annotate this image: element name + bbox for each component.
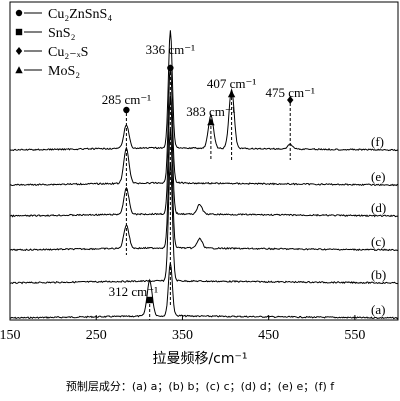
figure-caption: 预制层成分：(a) a；(b) b；(c) c；(d) d；(e) e；(f) … (65, 380, 335, 393)
raman-chart: 285 cm⁻¹ 336 cm⁻¹ 383 cm⁻¹ 407 cm⁻¹ 475 cm⁻¹… (0, 1, 399, 367)
spectrum-line (9, 262, 399, 320)
peak-marker (146, 296, 153, 304)
spectra-group (9, 30, 399, 320)
series-label: (a) (371, 302, 385, 317)
peak-label: 336 cm⁻¹ (146, 42, 195, 57)
peak-label: 475 cm⁻¹ (266, 85, 315, 100)
spectrum-line (9, 30, 399, 152)
series-labels: (a) (b) (c) (d) (e) (f) (371, 134, 386, 317)
legend-label: Cu₂ZnSnS₄ (48, 7, 112, 22)
peak-marker (167, 64, 174, 72)
legend: Cu₂ZnSnS₄ SnS₂ Cu₂₋ₓS MoS₂ (15, 7, 112, 79)
spectrum-line (9, 162, 399, 285)
peak-label: 383 cm⁻¹ (186, 104, 235, 119)
spectrum-line (9, 64, 399, 187)
peak-label: 407 cm⁻¹ (207, 76, 256, 91)
x-tick-label: 350 (172, 328, 193, 343)
peak-marker (287, 96, 294, 104)
x-tick-label: 450 (258, 328, 279, 343)
peak-label: 312 cm⁻¹ (109, 284, 158, 299)
legend-label: SnS₂ (48, 26, 76, 41)
x-tick-label: 250 (86, 328, 107, 343)
peak-marker (227, 90, 236, 98)
legend-marker (15, 9, 23, 17)
peak-guides: 285 cm⁻¹ 336 cm⁻¹ 383 cm⁻¹ 407 cm⁻¹ 475 cm⁻¹… (102, 42, 315, 320)
peak-marker (123, 106, 130, 114)
peak-label: 285 cm⁻¹ (102, 92, 151, 107)
legend-label: MoS₂ (48, 64, 80, 79)
x-tick-label: 150 (0, 328, 21, 343)
x-axis-label: 拉曼频移/cm⁻¹ (152, 351, 247, 367)
series-label: (f) (371, 134, 384, 149)
legend-label: Cu₂₋ₓS (48, 45, 88, 60)
spectrum-line (9, 129, 399, 252)
series-label: (e) (371, 169, 385, 184)
legend-marker (15, 28, 23, 36)
peak-marker (207, 118, 215, 126)
x-tick-label: 550 (344, 328, 365, 343)
series-label: (c) (371, 234, 385, 249)
plot-frame (9, 1, 399, 321)
legend-marker (15, 47, 23, 55)
spectrum-line (9, 95, 399, 218)
series-label: (b) (371, 267, 386, 282)
x-axis: 150 250 350 450 550 (0, 315, 365, 343)
series-label: (d) (371, 200, 386, 215)
legend-marker (15, 66, 23, 74)
